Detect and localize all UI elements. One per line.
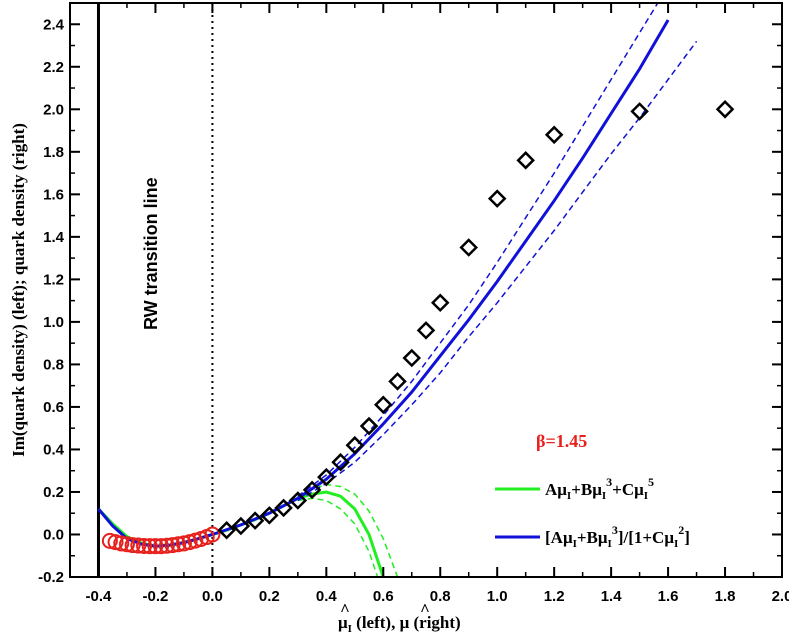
x-tick-label: 1.0	[487, 588, 508, 605]
circle-data-point	[204, 526, 221, 543]
diamond-data-point	[359, 416, 379, 436]
legend-label-odd: AμI+BμI3+CμI5	[545, 475, 654, 502]
x-tick-label: 0.4	[316, 588, 338, 605]
x-tick-label: 1.8	[715, 588, 736, 605]
diamond-data-point	[274, 498, 293, 518]
circle-data-point	[113, 535, 130, 552]
circle-data-point	[107, 534, 124, 551]
hat-mark-1: ^	[340, 600, 350, 619]
diamond-data-point	[217, 520, 236, 540]
hat-mark-2: ^	[420, 600, 430, 619]
circle-data-point	[101, 532, 118, 549]
y-tick-label: 2.2	[43, 59, 64, 76]
diamond-data-point	[715, 100, 735, 119]
circle-data-point	[170, 536, 187, 553]
rw-transition-label: RW transition line	[141, 177, 161, 330]
x-tick-label: 0.6	[373, 588, 394, 605]
x-tick-label: 1.4	[601, 588, 623, 605]
y-tick-label: 1.8	[43, 144, 64, 161]
circle-data-point	[118, 536, 135, 553]
y-tick-label: 0.8	[43, 356, 64, 373]
diamond-data-point	[331, 452, 350, 472]
y-tick-label: 2.0	[43, 101, 64, 118]
diamond-data-point	[260, 506, 279, 525]
y-tick-label: 0.6	[43, 399, 64, 416]
legend: AμI+BμI3+CμI5 [AμI+BμI3]/[1+CμI2]	[495, 475, 690, 550]
fit-rational-err-lower-curve	[297, 40, 698, 502]
circle-data-point	[175, 535, 192, 552]
diamond-data-point	[459, 238, 478, 257]
x-tick-label: 0.8	[430, 588, 451, 605]
diamond-data-point	[231, 516, 251, 536]
y-tick-label: 1.2	[43, 271, 64, 288]
diamond-data-point	[516, 151, 535, 170]
x-tick-label: 0.0	[202, 588, 223, 605]
y-tick-label: 0.4	[43, 441, 65, 458]
y-tick-label: 1.4	[43, 229, 65, 246]
fit-odd-polynomial-err-upper-curve	[297, 483, 399, 577]
y-tick-label: 1.6	[43, 186, 64, 203]
circle-data-point	[147, 538, 164, 555]
fit-rational-err-upper-curve	[297, 3, 659, 497]
x-tick-label: 1.6	[658, 588, 679, 605]
diamond-data-point	[388, 372, 407, 391]
y-tick-label: 2.4	[43, 16, 65, 33]
diamond-data-point	[345, 435, 365, 455]
x-tick-label: 2.0	[772, 588, 789, 605]
circle-data-point	[124, 537, 141, 554]
fit-rational-curve	[97, 19, 670, 548]
fit-odd-polynomial-err-lower-curve	[297, 497, 379, 577]
diamond-data-point	[245, 511, 265, 530]
diamond-data-point	[317, 467, 336, 487]
legend-label-rational: [AμI+BμI3]/[1+CμI2]	[545, 523, 690, 550]
beta-label: β=1.45	[536, 431, 587, 451]
diamond-data-point	[374, 395, 393, 415]
diamond-data-point	[544, 125, 564, 145]
y-tick-label: 0.0	[43, 526, 64, 543]
diamond-data-point	[416, 321, 436, 340]
circle-data-point	[136, 537, 153, 554]
diamond-data-point	[288, 491, 308, 510]
diamond-data-point	[302, 480, 322, 500]
mu-symbol: μ	[557, 480, 567, 499]
diamond-data-point	[402, 348, 422, 368]
diamond-data-point	[630, 102, 649, 121]
circle-data-point	[141, 538, 158, 555]
x-tick-label: -0.2	[143, 588, 169, 605]
circle-data-point	[164, 537, 181, 554]
plot-frame	[69, 2, 783, 578]
circle-data-point	[158, 537, 175, 554]
diamond-data-point	[430, 293, 450, 313]
x-axis-title: μI (left), μ (right)	[338, 613, 461, 635]
circle-data-point	[130, 537, 147, 554]
circle-data-point	[153, 538, 170, 555]
x-tick-label: 0.2	[259, 588, 280, 605]
diamond-data-point	[487, 189, 507, 208]
x-tick-label: -0.4	[86, 588, 113, 605]
y-axis-title: Im(quark density) (left); quark density …	[9, 123, 28, 457]
y-tick-label: 1.0	[43, 314, 64, 331]
y-tick-label: -0.2	[38, 569, 64, 586]
y-tick-label: 0.2	[43, 484, 64, 501]
x-tick-label: 1.2	[544, 588, 565, 605]
